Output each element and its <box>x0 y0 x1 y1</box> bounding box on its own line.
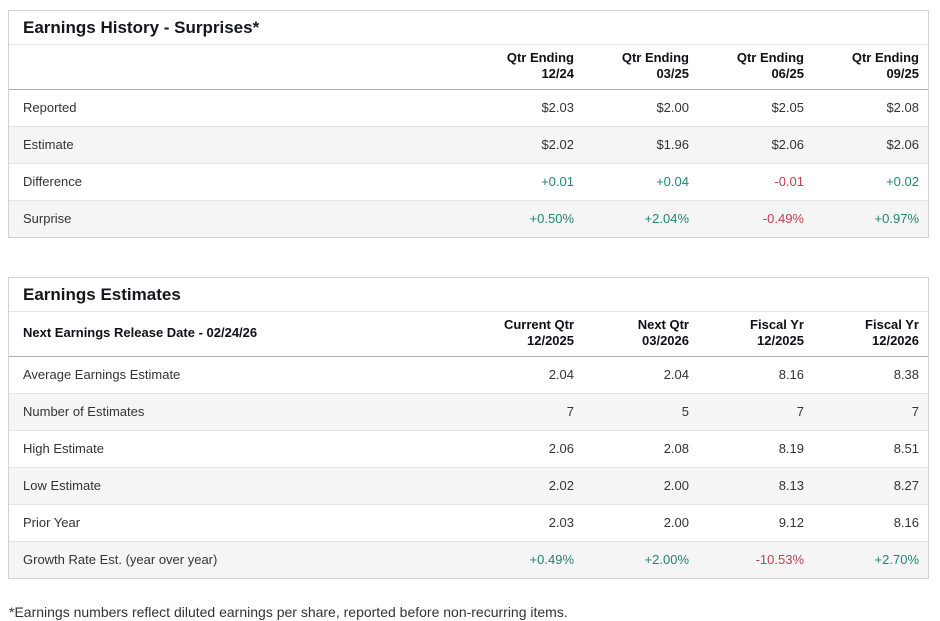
row-label: Estimate <box>9 126 468 164</box>
row-label: Low Estimate <box>9 467 468 505</box>
table-header: Qtr Ending 12/24 Qtr Ending 03/25 Qtr Endi… <box>9 45 928 90</box>
cell-value: 8.16 <box>778 367 804 382</box>
table-row: Average Earnings Estimate 2.04 2.04 8.16 8.3… <box>9 357 928 394</box>
cell-value: +2.70% <box>813 541 928 578</box>
earnings-estimates-title: Earnings Estimates <box>9 278 928 312</box>
row-label: Difference <box>9 163 468 201</box>
column-header: Qtr Ending 06/25 <box>698 45 813 90</box>
row-label: Prior Year <box>9 504 468 542</box>
cell-value: -0.01 <box>698 163 813 201</box>
cell-value: 8.38 <box>893 367 919 382</box>
column-header: Current Qtr 12/2025 <box>468 312 583 357</box>
cell-value: 2.04 <box>663 367 689 382</box>
earnings-history-card: Earnings History - Surprises* Qtr Ending… <box>8 10 929 238</box>
row-label-column-header: Next Earnings Release Date - 02/24/26 <box>9 312 468 357</box>
table-row: Number of Estimates 7 5 7 7 <box>9 393 928 431</box>
cell-value: +0.97% <box>813 200 928 237</box>
cell-value: 9.12 <box>698 504 813 542</box>
cell-value: +0.04 <box>583 163 698 201</box>
table-body: Average Earnings Estimate 2.04 2.04 8.16 8.3… <box>9 357 928 578</box>
cell-value: +0.02 <box>813 163 928 201</box>
column-header: Next Qtr 03/2026 <box>583 312 698 357</box>
column-header: Fiscal Yr 12/2025 <box>698 312 813 357</box>
cell-value: -10.53% <box>698 541 813 578</box>
earnings-history-table: Qtr Ending 12/24 Qtr Ending 03/25 Qtr Endi… <box>9 45 928 237</box>
cell-value: 7 <box>698 393 813 431</box>
cell-value: 2.08 <box>583 430 698 468</box>
row-label: Reported <box>23 100 77 115</box>
table-row: Reported $2.03 $2.00 $2.05 $2.08 <box>9 90 928 127</box>
cell-value: $2.05 <box>771 100 804 115</box>
table-row: Low Estimate 2.02 2.00 8.13 8.27 <box>9 467 928 505</box>
cell-value: $2.08 <box>886 100 919 115</box>
cell-value: 8.27 <box>813 467 928 505</box>
cell-value: $2.03 <box>541 100 574 115</box>
cell-value: $2.06 <box>698 126 813 164</box>
cell-value: 2.00 <box>583 467 698 505</box>
cell-value: 2.04 <box>548 367 574 382</box>
cell-value: 7 <box>468 393 583 431</box>
cell-value: +0.49% <box>468 541 583 578</box>
table-body: Reported $2.03 $2.00 $2.05 $2.08 Estimate $2.0… <box>9 90 928 237</box>
cell-value: $2.06 <box>813 126 928 164</box>
column-header: Qtr Ending 03/25 <box>583 45 698 90</box>
row-label: Growth Rate Est. (year over year) <box>9 541 468 578</box>
cell-value: 2.02 <box>468 467 583 505</box>
cell-value: 2.03 <box>468 504 583 542</box>
cell-value: 8.13 <box>698 467 813 505</box>
table-row: Prior Year 2.03 2.00 9.12 8.16 <box>9 504 928 542</box>
table-header: Next Earnings Release Date - 02/24/26 Cur… <box>9 312 928 357</box>
table-row: Surprise +0.50% +2.04% -0.49% +0.97% <box>9 200 928 237</box>
cell-value: $2.00 <box>656 100 689 115</box>
table-row: High Estimate 2.06 2.08 8.19 8.51 <box>9 430 928 468</box>
row-label: High Estimate <box>9 430 468 468</box>
footnote: *Earnings numbers reflect diluted earnin… <box>9 604 568 620</box>
row-label: Average Earnings Estimate <box>23 367 181 382</box>
cell-value: +0.50% <box>468 200 583 237</box>
table-row: Growth Rate Est. (year over year) +0.49% +… <box>9 541 928 578</box>
table-row: Difference +0.01 +0.04 -0.01 +0.02 <box>9 163 928 201</box>
column-header: Qtr Ending 12/24 <box>468 45 583 90</box>
cell-value: 2.06 <box>468 430 583 468</box>
cell-value: +2.00% <box>583 541 698 578</box>
column-header: Qtr Ending 09/25 <box>813 45 928 90</box>
table-row: Estimate $2.02 $1.96 $2.06 $2.06 <box>9 126 928 164</box>
cell-value: +0.01 <box>468 163 583 201</box>
earnings-history-title: Earnings History - Surprises* <box>9 11 928 45</box>
cell-value: 5 <box>583 393 698 431</box>
cell-value: 8.51 <box>813 430 928 468</box>
cell-value: -0.49% <box>698 200 813 237</box>
row-label: Surprise <box>9 200 468 237</box>
header-row: Next Earnings Release Date - 02/24/26 Cur… <box>9 312 928 357</box>
header-row: Qtr Ending 12/24 Qtr Ending 03/25 Qtr Endi… <box>9 45 928 90</box>
earnings-estimates-table: Next Earnings Release Date - 02/24/26 Cur… <box>9 312 928 578</box>
earnings-estimates-card: Earnings Estimates Next Earnings Release… <box>8 277 929 579</box>
row-label: Number of Estimates <box>9 393 468 431</box>
cell-value: 2.00 <box>583 504 698 542</box>
cell-value: 8.16 <box>813 504 928 542</box>
cell-value: +2.04% <box>583 200 698 237</box>
row-label-column-header <box>9 45 468 90</box>
column-header: Fiscal Yr 12/2026 <box>813 312 928 357</box>
cell-value: 8.19 <box>698 430 813 468</box>
cell-value: $2.02 <box>468 126 583 164</box>
cell-value: 7 <box>813 393 928 431</box>
cell-value: $1.96 <box>583 126 698 164</box>
